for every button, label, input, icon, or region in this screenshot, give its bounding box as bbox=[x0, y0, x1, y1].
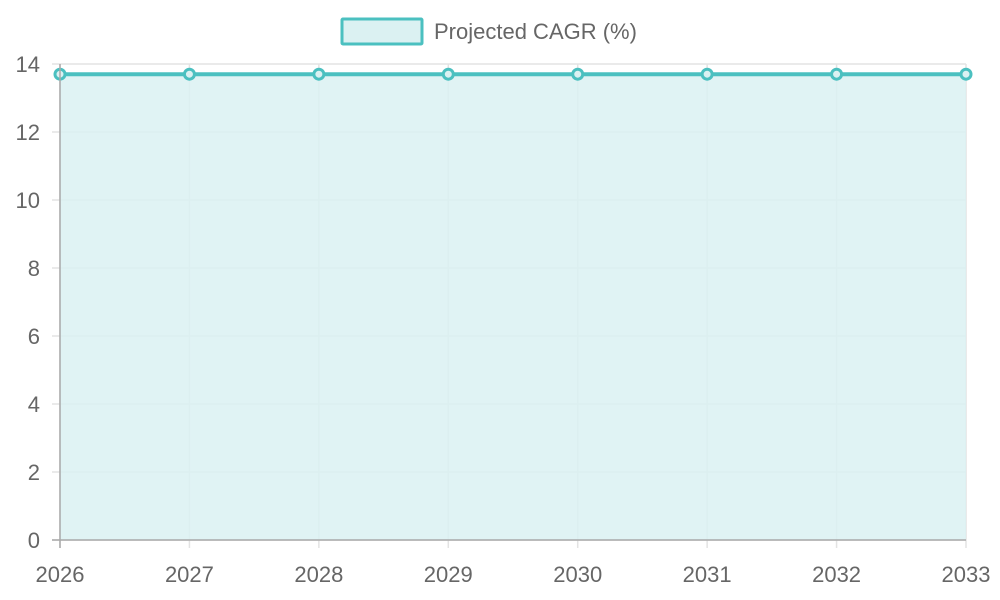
legend[interactable]: Projected CAGR (%) bbox=[340, 17, 637, 46]
x-tick-label: 2027 bbox=[165, 562, 214, 587]
y-tick-label: 6 bbox=[28, 324, 40, 349]
x-tick-label: 2028 bbox=[294, 562, 343, 587]
x-tick-label: 2029 bbox=[424, 562, 473, 587]
y-tick-label: 12 bbox=[16, 120, 40, 145]
x-tick-label: 2026 bbox=[36, 562, 85, 587]
legend-swatch[interactable] bbox=[340, 17, 424, 46]
data-point[interactable] bbox=[441, 67, 455, 81]
y-tick-labels: 0 2 4 6 8 10 12 14 bbox=[16, 52, 40, 553]
x-tick-label: 2032 bbox=[812, 562, 861, 587]
data-point[interactable] bbox=[959, 67, 973, 81]
data-point[interactable] bbox=[700, 67, 714, 81]
y-tick-label: 2 bbox=[28, 460, 40, 485]
x-tick-label: 2031 bbox=[683, 562, 732, 587]
x-tick-labels: 2026 2027 2028 2029 2030 2031 2032 2033 bbox=[36, 562, 991, 587]
y-tick-label: 14 bbox=[16, 52, 40, 77]
y-tick-label: 8 bbox=[28, 256, 40, 281]
legend-label[interactable]: Projected CAGR (%) bbox=[434, 19, 637, 44]
y-tick-label: 0 bbox=[28, 528, 40, 553]
y-tick-label: 4 bbox=[28, 392, 40, 417]
data-point[interactable] bbox=[830, 67, 844, 81]
series-area bbox=[60, 74, 966, 540]
series-layer bbox=[53, 67, 973, 540]
data-point[interactable] bbox=[312, 67, 326, 81]
y-tick-label: 10 bbox=[16, 188, 40, 213]
axes bbox=[52, 64, 966, 548]
data-point[interactable] bbox=[182, 67, 196, 81]
x-tick-label: 2033 bbox=[942, 562, 991, 587]
data-point[interactable] bbox=[571, 67, 585, 81]
x-tick-label: 2030 bbox=[553, 562, 602, 587]
